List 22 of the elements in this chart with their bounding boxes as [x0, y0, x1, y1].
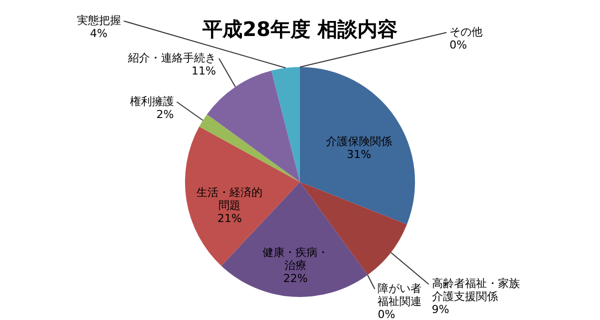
data-label: 21% — [217, 212, 242, 226]
slice-label: 紹介・連絡手続き — [126, 51, 216, 64]
legend-label: 障がい者福祉関連 — [378, 282, 422, 308]
slice-label: 生活・経済的問題 — [196, 186, 263, 212]
text: 0% — [450, 38, 467, 52]
text: 0% — [378, 308, 396, 320]
data-label: 4% — [90, 27, 108, 40]
chart-title: 平成28年度 相談内容 — [202, 17, 398, 41]
slice-label: 介護保険関係 — [326, 134, 392, 148]
data-label: 9% — [432, 303, 450, 316]
data-label: 11% — [192, 64, 216, 78]
pie-slice — [300, 67, 415, 224]
slice-label: 権利擁護 — [130, 94, 174, 108]
slice-label: 高齢者福祉・家族介護支援関係 — [432, 277, 520, 304]
category-label: その他 — [450, 26, 482, 38]
pie-slice — [199, 114, 300, 182]
data-label: 22% — [283, 272, 308, 286]
pie-slice — [271, 67, 300, 182]
slice-label: 実態把握 — [76, 14, 121, 27]
data-label: 31% — [346, 148, 372, 161]
slice-label: 健康・疾病・治療 — [262, 246, 329, 272]
data-label: 2% — [156, 108, 174, 121]
